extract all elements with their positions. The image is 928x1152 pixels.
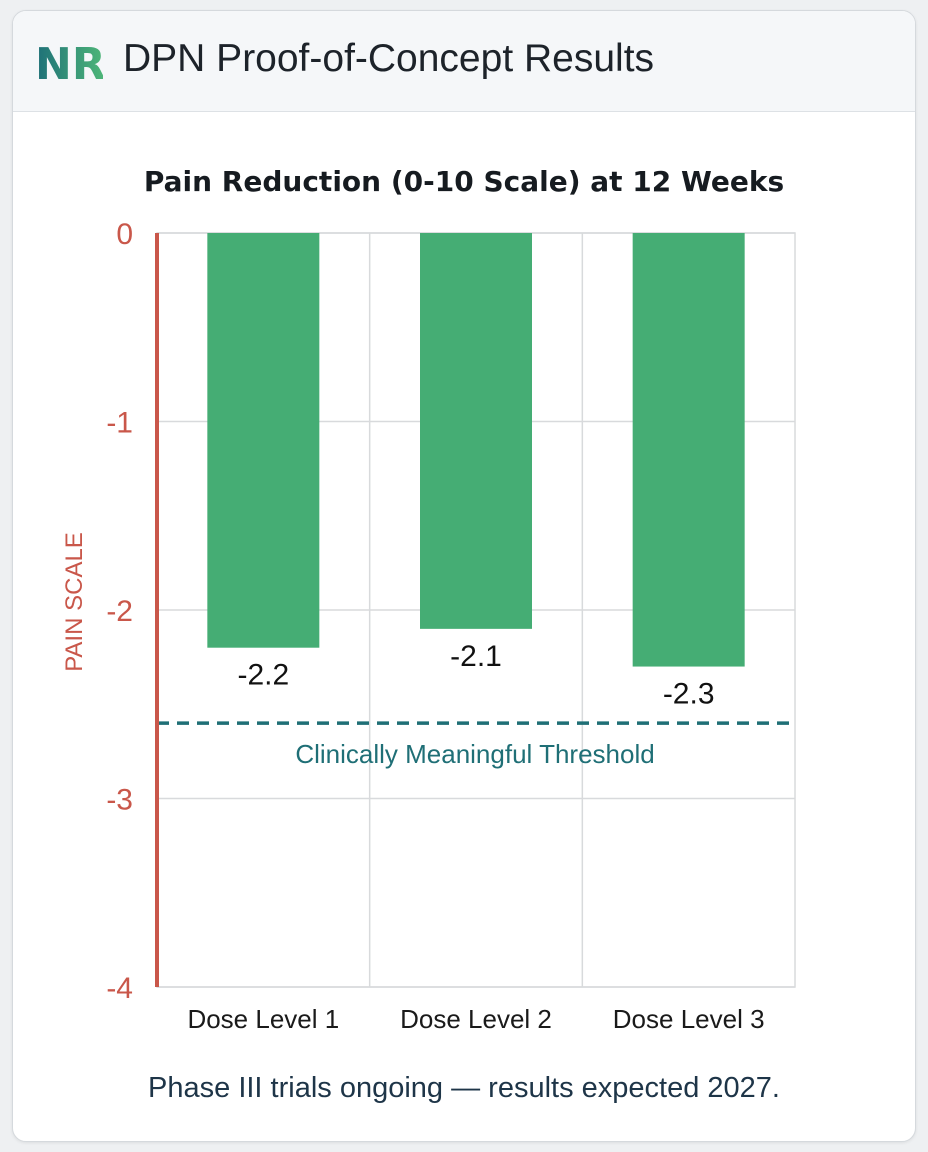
- chart-title: Pain Reduction (0-10 Scale) at 12 Weeks: [144, 165, 784, 198]
- footer-note: Phase III trials ongoing — results expec…: [148, 1072, 780, 1104]
- y-tick-label: -1: [106, 407, 133, 440]
- y-axis: 0 -1 -2 -3 -4: [106, 218, 159, 1005]
- y-tick-label: -4: [106, 972, 133, 1005]
- labels: -2.2 Dose Level 1 -2.1 Dose Level 2 -2.3 Dose…: [187, 640, 764, 1034]
- threshold-label: Clinically Meaningful Threshold: [295, 739, 654, 769]
- y-tick-label: -2: [106, 595, 133, 628]
- threshold: Clinically Meaningful Threshold: [157, 721, 795, 769]
- page-title: DPN Proof-of-Concept Results: [123, 37, 655, 80]
- category-label-1: Dose Level 1: [187, 1004, 339, 1034]
- bars: [207, 233, 745, 667]
- bar-3: [632, 233, 745, 667]
- data-label-2: -2.1: [450, 640, 502, 673]
- bar-2: [420, 233, 532, 629]
- category-label-3: Dose Level 3: [613, 1004, 765, 1034]
- logo-letters: NR: [35, 41, 103, 85]
- bar-1: [207, 233, 320, 648]
- category-label-2: Dose Level 2: [400, 1004, 552, 1034]
- data-label-1: -2.2: [237, 659, 289, 692]
- y-axis-title: PAIN SCALE: [61, 532, 88, 672]
- data-label-3: -2.3: [663, 678, 715, 711]
- y-tick-label: -3: [106, 784, 133, 817]
- header-bar: NR DPN Proof-of-Concept Results: [13, 11, 915, 112]
- results-card: NR DPN Proof-of-Concept Results: [12, 10, 916, 1142]
- y-tick-label: 0: [116, 218, 133, 251]
- nr-logo-icon: NR: [35, 41, 103, 85]
